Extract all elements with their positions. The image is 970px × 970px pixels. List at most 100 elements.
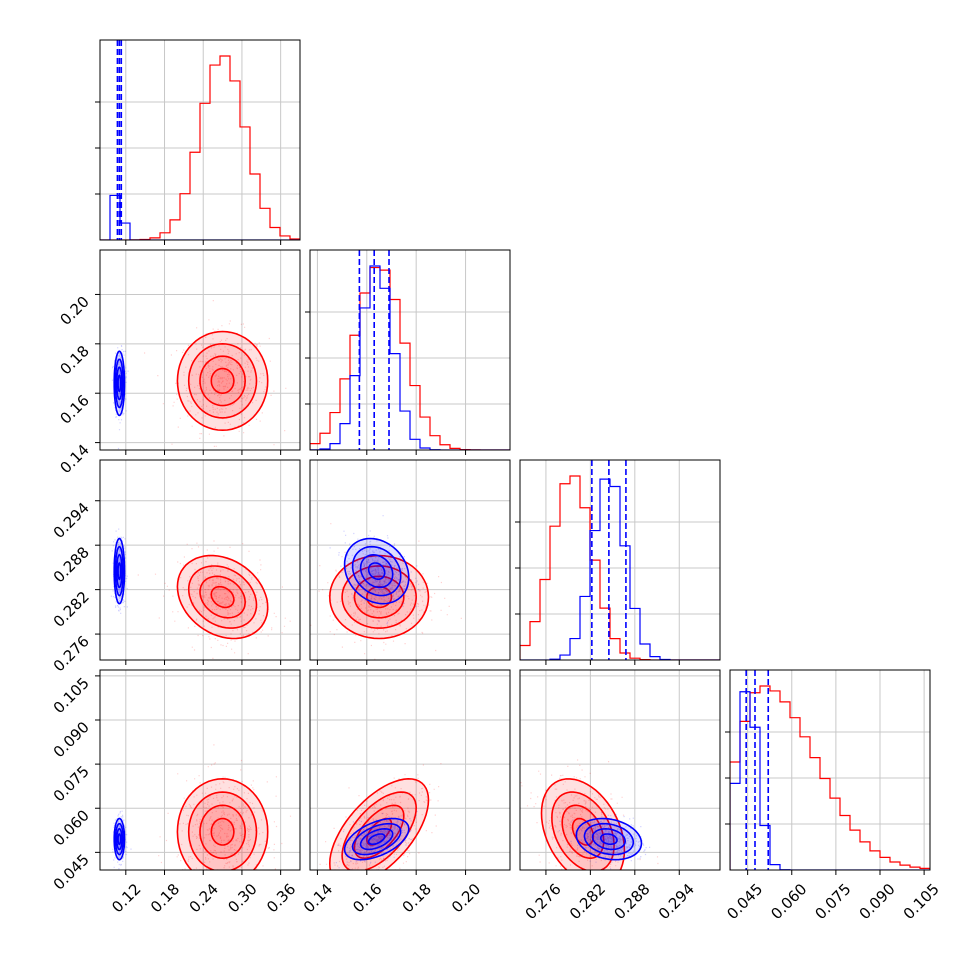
panel-border — [309, 669, 511, 871]
x-tick-label: 0.075 — [812, 880, 855, 923]
contour-blue — [114, 545, 124, 597]
panel-border — [99, 39, 301, 241]
density-fill — [551, 792, 615, 870]
panel-3-0 — [95, 669, 301, 875]
y-tick-label: 0.16 — [56, 391, 92, 427]
density-fill — [600, 834, 617, 845]
contour-blue — [117, 374, 122, 393]
density-fill — [592, 828, 626, 850]
contour-blue — [351, 545, 402, 597]
contour-red — [341, 791, 418, 870]
y-tick-label: 0.20 — [56, 293, 92, 329]
panel-0-0 — [95, 39, 301, 245]
x-tick-label: 0.288 — [610, 880, 653, 923]
contour-red — [328, 777, 430, 870]
contour-blue — [367, 562, 386, 581]
panel-2-1 — [309, 459, 511, 665]
contour-blue — [116, 553, 123, 589]
contour-blue — [113, 817, 126, 861]
x-tick-label: 0.090 — [856, 880, 899, 923]
density-content — [112, 744, 292, 870]
contour-red — [176, 330, 269, 432]
x-tick-label: 0.276 — [522, 880, 565, 923]
contour-blue — [359, 553, 394, 589]
density-fill — [177, 331, 268, 431]
x-tick-label: 0.30 — [224, 880, 260, 916]
panel-border — [99, 459, 301, 661]
density-fill — [366, 818, 392, 845]
contour-blue — [343, 537, 410, 605]
contour-red — [365, 585, 393, 609]
x-tick-label: 0.20 — [448, 880, 484, 916]
density-fill — [200, 805, 246, 859]
panel-border — [519, 459, 721, 661]
contour-blue — [591, 827, 627, 851]
contour-blue — [116, 827, 123, 851]
y-tick-label: 0.105 — [50, 674, 93, 717]
x-tick-label: 0.24 — [186, 880, 222, 916]
density-fill — [116, 367, 122, 400]
contour-blue — [117, 833, 122, 846]
density-content — [110, 528, 291, 659]
density-fill — [116, 828, 122, 850]
x-tick-label: 0.18 — [147, 880, 183, 916]
panel-border — [309, 249, 511, 451]
contour-blue — [351, 822, 402, 856]
contour-red — [551, 791, 615, 870]
x-tick-label: 0.294 — [655, 880, 698, 923]
y-tick-label: 0.18 — [56, 342, 92, 378]
density-fill — [344, 538, 409, 604]
density-fill — [211, 368, 234, 394]
panel-1-0 — [95, 249, 301, 455]
density-fill — [188, 343, 257, 418]
y-tick-label: 0.075 — [50, 762, 93, 805]
panel-1-1 — [305, 249, 511, 455]
density-content — [319, 763, 442, 870]
panel-3-2 — [519, 669, 721, 875]
contour-blue — [583, 822, 635, 856]
density-fill — [211, 586, 234, 608]
contour-red — [341, 565, 418, 629]
panel-3-1 — [309, 669, 511, 875]
contour-blue — [575, 817, 643, 861]
contour-red — [187, 791, 258, 870]
contour-blue — [117, 562, 122, 581]
y-tick-label: 0.288 — [50, 543, 93, 586]
density-fill — [572, 818, 594, 845]
panel-border — [99, 249, 301, 451]
hist-content — [100, 40, 300, 240]
density-fill — [188, 566, 257, 629]
contour-blue — [113, 537, 126, 605]
contour-red — [187, 342, 258, 419]
contour-blue — [343, 817, 410, 861]
y-tick-label: 0.14 — [56, 441, 92, 477]
hist-blue — [100, 194, 300, 240]
y-tick-label: 0.294 — [50, 499, 93, 542]
contour-blue — [114, 822, 124, 856]
hist-content — [310, 250, 510, 450]
panel-3-3 — [725, 669, 931, 875]
panel-border — [309, 459, 511, 661]
density-fill — [354, 576, 404, 618]
contour-red — [176, 554, 269, 640]
contour-blue — [116, 366, 123, 401]
density-fill — [116, 554, 122, 588]
y-tick-label: 0.090 — [50, 718, 93, 761]
contour-red — [187, 565, 258, 629]
x-tick-label: 0.060 — [767, 880, 810, 923]
density-fill — [211, 818, 234, 845]
density-content — [310, 515, 462, 660]
scatter-blue — [558, 812, 651, 870]
y-tick-label: 0.045 — [50, 850, 93, 893]
x-tick-label: 0.16 — [349, 880, 385, 916]
density-fill — [576, 818, 642, 860]
contour-red — [210, 367, 235, 395]
density-fill — [562, 805, 604, 859]
panel-border — [519, 669, 721, 871]
panel-2-0 — [95, 459, 301, 665]
contour-red — [199, 804, 247, 860]
density-fill — [360, 554, 393, 588]
x-tick-label: 0.105 — [900, 880, 943, 923]
hist-content — [520, 460, 720, 660]
y-tick-label: 0.060 — [50, 806, 93, 849]
